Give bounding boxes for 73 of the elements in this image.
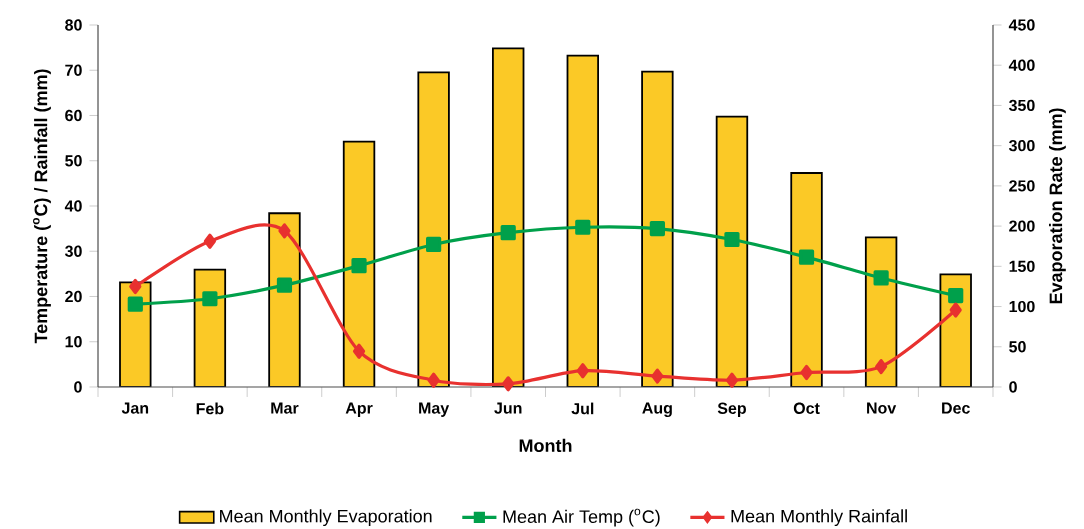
point	[426, 236, 442, 253]
x-axis-title: Month	[519, 438, 572, 453]
point	[575, 219, 591, 235]
bar	[715, 115, 749, 387]
point	[352, 343, 366, 359]
y2-tick-label: 350	[1008, 99, 1035, 112]
y-tick-label: 50	[65, 155, 82, 167]
point	[724, 231, 740, 248]
point	[873, 270, 889, 286]
bar	[417, 71, 450, 387]
bar	[119, 281, 152, 387]
y-tick-label: 30	[64, 245, 82, 257]
legend-label: Mean Monthly Rainfall	[731, 509, 907, 527]
y-tick-label: 10	[65, 336, 82, 348]
point	[649, 221, 665, 237]
x-tick-label: Feb	[196, 402, 224, 415]
point	[427, 372, 440, 388]
point	[500, 225, 516, 241]
point	[725, 372, 739, 388]
bar	[566, 54, 599, 387]
bar	[939, 273, 972, 387]
y2-tick-label: 150	[1009, 260, 1035, 272]
point	[502, 376, 515, 392]
x-tick-label: Jun	[494, 402, 522, 414]
point	[800, 364, 813, 381]
point	[276, 277, 293, 293]
x-tick-label: Jan	[121, 402, 149, 414]
point	[875, 359, 888, 375]
point	[576, 363, 589, 379]
point	[203, 233, 216, 249]
y2-tick-label: 400	[1008, 59, 1035, 71]
y2-tick-label: 300	[1008, 139, 1035, 152]
y-tick-label: 40	[64, 200, 82, 212]
y2-tick-label: 50	[1009, 341, 1026, 353]
legend-label: Mean Air Temp ($^{o}$C)	[503, 508, 660, 527]
y-tick-label: 70	[65, 64, 82, 76]
bar	[193, 268, 227, 387]
point	[278, 223, 291, 239]
y2-tick-label: 100	[1009, 300, 1035, 313]
bar	[864, 236, 898, 387]
x-tick-label: Aug	[642, 402, 672, 417]
bar	[641, 70, 674, 387]
x-tick-label: May	[419, 402, 450, 417]
x-tick-label: Jul	[571, 402, 594, 415]
bar	[342, 140, 376, 387]
x-tick-label: Nov	[867, 402, 897, 414]
point	[127, 296, 143, 312]
x-tick-label: Mar	[271, 402, 299, 414]
y2-tick-label: 450	[1008, 19, 1035, 31]
legend-label: Mean Monthly Evaporation	[220, 509, 432, 527]
bar	[268, 212, 301, 387]
point	[202, 291, 218, 307]
y-tick-label: 60	[65, 109, 82, 122]
bar	[492, 47, 525, 387]
point	[651, 368, 664, 384]
point	[351, 258, 367, 274]
y-axis-title: Temperature ($^{o}$C) / Rainfall (mm)	[33, 69, 51, 344]
point	[129, 278, 142, 295]
y-tick-label: 0	[74, 381, 82, 393]
y2-axis-title: Evaporation Rate (mm)	[1049, 108, 1066, 304]
y-tick-label: 20	[65, 290, 82, 303]
point	[949, 302, 962, 318]
y2-tick-label: 0	[1009, 381, 1017, 393]
y2-tick-label: 250	[1009, 180, 1035, 192]
x-tick-label: Oct	[793, 402, 820, 414]
y-tick-label: 80	[65, 19, 82, 31]
point	[948, 287, 964, 304]
y2-tick-label: 200	[1009, 220, 1035, 232]
bar	[790, 172, 823, 387]
x-tick-label: Sep	[717, 402, 746, 418]
x-tick-label: Dec	[942, 402, 970, 414]
x-tick-label: Apr	[345, 402, 373, 417]
point	[798, 249, 815, 265]
